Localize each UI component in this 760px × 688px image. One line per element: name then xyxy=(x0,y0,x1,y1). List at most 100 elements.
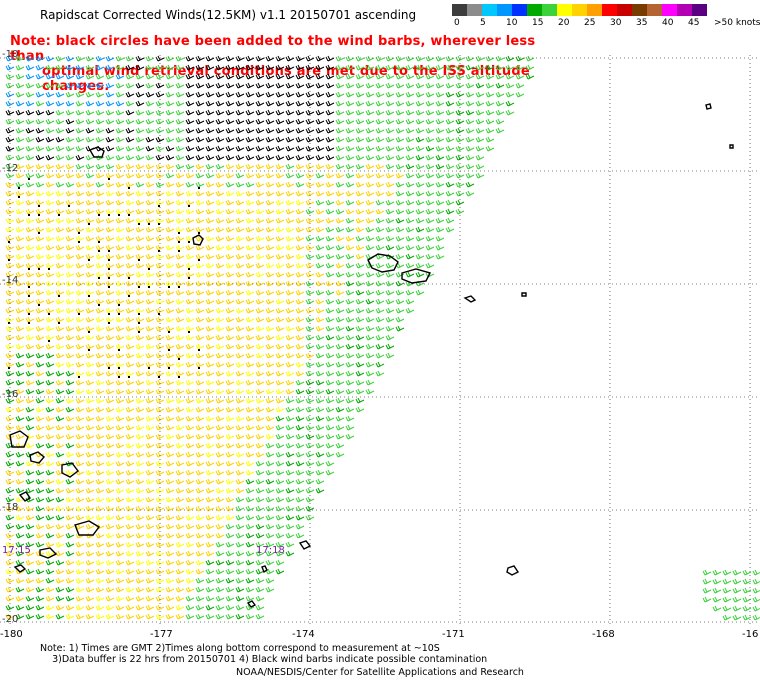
wind-barb xyxy=(235,100,245,107)
wind-barb xyxy=(702,587,712,594)
wind-barb xyxy=(75,370,85,377)
wind-barb xyxy=(15,550,25,557)
wind-barb xyxy=(275,289,285,296)
quality-flag-dot xyxy=(168,286,170,288)
wind-barb xyxy=(25,154,35,161)
wind-barb xyxy=(15,613,25,620)
wind-barb xyxy=(135,280,145,287)
wind-barb xyxy=(95,307,105,314)
wind-barb xyxy=(245,145,255,152)
wind-barb xyxy=(275,244,285,251)
wind-barb xyxy=(125,343,135,350)
lon-label-180: -180 xyxy=(0,629,23,640)
wind-barb xyxy=(275,442,285,449)
wind-barb xyxy=(415,289,425,296)
wind-barb xyxy=(245,172,255,179)
wind-barb xyxy=(285,433,295,440)
wind-barb xyxy=(205,100,215,107)
quality-flag-dot xyxy=(98,214,100,216)
wind-barb xyxy=(135,334,145,341)
wind-barb xyxy=(205,523,215,530)
wind-barb xyxy=(125,568,135,575)
wind-barb xyxy=(5,559,15,566)
wind-barb xyxy=(125,217,135,224)
wind-barb xyxy=(395,289,405,296)
wind-barb xyxy=(305,298,315,305)
wind-barb xyxy=(65,235,75,242)
wind-barb xyxy=(265,82,275,89)
wind-barb xyxy=(75,109,85,116)
wind-barb xyxy=(235,361,245,368)
wind-barb xyxy=(255,523,265,530)
wind-barb xyxy=(445,91,455,98)
wind-barb xyxy=(215,388,225,395)
wind-barb xyxy=(15,415,25,422)
wind-barb xyxy=(155,298,165,305)
wind-barb xyxy=(175,118,185,125)
wind-barb xyxy=(45,325,55,332)
wind-barb xyxy=(195,559,205,566)
wind-barb xyxy=(325,298,335,305)
quality-flag-dot xyxy=(108,178,110,180)
wind-barb xyxy=(225,199,235,206)
wind-barb xyxy=(105,262,115,269)
wind-barb xyxy=(55,199,65,206)
wind-barb xyxy=(255,478,265,485)
wind-barb xyxy=(45,109,55,116)
wind-barb xyxy=(25,343,35,350)
wind-barb xyxy=(35,523,45,530)
wind-barb xyxy=(115,64,125,71)
wind-barb xyxy=(225,298,235,305)
wind-barb xyxy=(95,289,105,296)
wind-barb xyxy=(45,469,55,476)
wind-barb xyxy=(245,487,255,494)
wind-barb xyxy=(55,361,65,368)
wind-barb xyxy=(395,307,405,314)
wind-barb xyxy=(712,578,722,585)
wind-barb xyxy=(155,505,165,512)
wind-barb xyxy=(45,568,55,575)
wind-barb xyxy=(75,586,85,593)
wind-barb xyxy=(265,73,275,80)
wind-barb xyxy=(405,127,415,134)
quality-flag-dot xyxy=(178,358,180,360)
wind-barb xyxy=(235,604,245,611)
wind-barb xyxy=(355,262,365,269)
wind-barb xyxy=(95,532,105,539)
wind-barb xyxy=(475,91,485,98)
wind-barb xyxy=(295,424,305,431)
wind-barb xyxy=(415,181,425,188)
wind-barb xyxy=(45,523,55,530)
quality-flag-dot xyxy=(128,376,130,378)
wind-barb xyxy=(145,433,155,440)
wind-barb xyxy=(155,271,165,278)
wind-barb xyxy=(225,235,235,242)
wind-barb xyxy=(355,244,365,251)
wind-barb xyxy=(95,190,105,197)
wind-barb xyxy=(405,298,415,305)
wind-barb xyxy=(375,109,385,116)
wind-barb xyxy=(95,460,105,467)
wind-barb xyxy=(295,280,305,287)
wind-barb xyxy=(95,568,105,575)
wind-barb xyxy=(165,604,175,611)
wind-barb xyxy=(325,154,335,161)
wind-barb xyxy=(335,298,345,305)
wind-barb xyxy=(15,226,25,233)
wind-barb xyxy=(75,82,85,89)
wind-barb xyxy=(275,568,285,575)
wind-barb xyxy=(5,217,15,224)
wind-barb xyxy=(145,343,155,350)
wind-barb xyxy=(95,487,105,494)
wind-barb xyxy=(415,82,425,89)
wind-barb xyxy=(175,370,185,377)
wind-barb xyxy=(35,244,45,251)
wind-barb xyxy=(85,442,95,449)
wind-barb xyxy=(245,271,255,278)
wind-barb xyxy=(315,55,325,62)
wind-barb xyxy=(125,280,135,287)
wind-barb xyxy=(295,298,305,305)
wind-barb xyxy=(205,568,215,575)
wind-barb xyxy=(55,262,65,269)
wind-barb xyxy=(105,334,115,341)
